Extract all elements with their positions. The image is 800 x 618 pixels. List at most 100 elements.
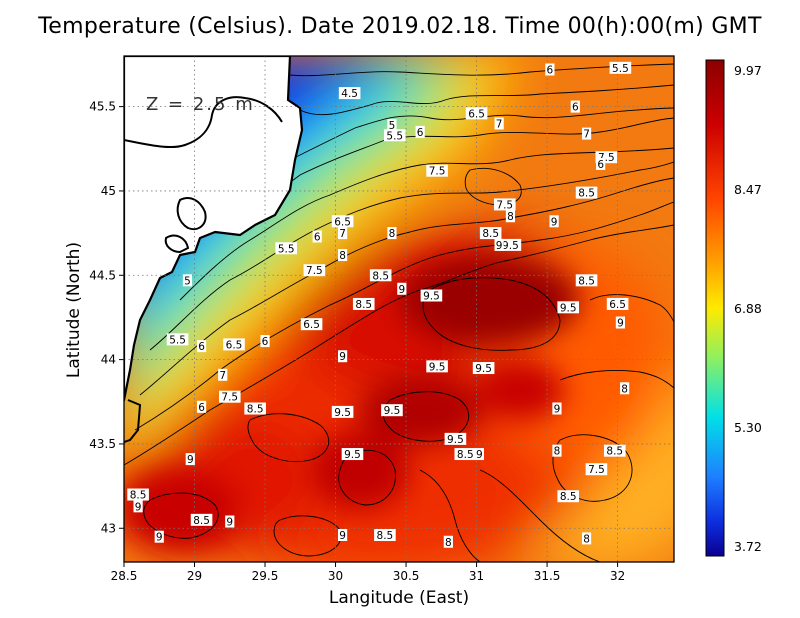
colorbar-tick-label: 5.30: [734, 420, 762, 435]
svg-text:8.5: 8.5: [372, 270, 389, 282]
plot-frame: [123, 55, 675, 563]
contour-label: 6: [196, 400, 207, 414]
svg-text:9.5: 9.5: [502, 240, 519, 252]
contour-label: 6: [570, 100, 580, 114]
contour-label: 9: [154, 530, 164, 544]
svg-text:9: 9: [339, 530, 346, 542]
contour-label: 7.5: [303, 264, 326, 277]
colorbar-ticks: 9.97 8.47 6.88 5.30 3.72: [734, 63, 762, 554]
svg-text:7: 7: [496, 118, 503, 130]
contour-label: 8.5: [369, 269, 392, 282]
contour-label: 8.5: [603, 444, 626, 458]
contour-label: 7: [494, 117, 504, 130]
svg-text:6.5: 6.5: [609, 299, 626, 311]
svg-text:6: 6: [597, 159, 604, 171]
svg-text:8.5: 8.5: [130, 490, 147, 502]
svg-text:8: 8: [554, 446, 561, 458]
x-tick-label: 32: [610, 569, 625, 583]
y-tick-label: 44: [101, 353, 116, 367]
svg-text:5.5: 5.5: [278, 243, 295, 255]
contour-label: 9: [552, 402, 562, 416]
svg-text:8.5: 8.5: [457, 449, 474, 461]
contour-label: 9: [494, 238, 504, 252]
x-axis: 28.5 29 29.5 30 30.5 31 31.5 32: [111, 562, 625, 583]
svg-text:7.5: 7.5: [221, 392, 238, 404]
contour-label: 9: [337, 529, 348, 542]
contour-label: 8.5: [127, 488, 149, 502]
colorbar-tick-label: 8.47: [734, 182, 762, 197]
contour-label: 5: [182, 274, 193, 287]
contour-label: 9.5: [472, 362, 495, 375]
contour-label: 7.5: [585, 463, 608, 476]
svg-text:9: 9: [551, 216, 558, 228]
isotherm-lines: [124, 63, 674, 562]
svg-text:7.5: 7.5: [429, 166, 446, 178]
svg-text:8.5: 8.5: [247, 404, 264, 416]
svg-text:9: 9: [617, 317, 624, 329]
svg-text:8: 8: [583, 533, 590, 545]
contour-label: 6: [596, 157, 606, 171]
svg-text:8.5: 8.5: [578, 188, 595, 200]
svg-text:9: 9: [187, 454, 194, 466]
svg-text:9.5: 9.5: [423, 291, 440, 303]
svg-text:8.5: 8.5: [193, 515, 210, 527]
svg-text:8.5: 8.5: [560, 491, 577, 503]
contour-label: 7.5: [493, 198, 516, 211]
contour-label: 9.5: [426, 360, 448, 373]
contour-label: 9.5: [557, 301, 580, 314]
contour-label: 8.5: [454, 448, 477, 461]
contour-label: 9: [225, 515, 235, 529]
x-tick-label: 31: [469, 569, 484, 583]
contour-label: 5.5: [166, 333, 189, 346]
svg-text:6: 6: [572, 102, 579, 114]
y-axis-title: Latitude (North): [64, 241, 84, 379]
contour-label: 8: [443, 535, 453, 549]
svg-text:9: 9: [398, 284, 405, 296]
contour-label: 8: [581, 532, 592, 545]
contour-label: 4.5: [338, 87, 361, 100]
contour-label: 8.5: [557, 490, 580, 503]
svg-text:9.5: 9.5: [560, 302, 577, 314]
contour-label: 6.5: [300, 318, 323, 331]
contour-label: 9.5: [499, 238, 522, 252]
contour-label: 8.5: [374, 529, 396, 542]
contour-label: 6.5: [331, 215, 354, 228]
contour-label: 7: [337, 227, 348, 240]
contour-label: 8: [552, 444, 562, 458]
contour-label: 9: [474, 448, 484, 461]
x-tick-label: 30: [328, 569, 343, 583]
svg-text:6.5: 6.5: [334, 216, 351, 228]
y-tick-label: 44.5: [89, 268, 116, 282]
contour-label: 8.5: [479, 227, 502, 240]
contour-label: 6.5: [465, 107, 488, 120]
colorbar-tick-label: 9.97: [734, 63, 762, 78]
svg-text:7: 7: [219, 370, 226, 382]
x-tick-label: 28.5: [111, 569, 138, 583]
svg-text:8: 8: [507, 211, 514, 223]
contour-label: 9.5: [444, 432, 467, 446]
contour-label: 8.5: [352, 297, 375, 311]
contour-label: 5.5: [609, 61, 632, 75]
contour-label: 8: [505, 210, 516, 223]
x-axis-title: Langitude (East): [328, 588, 470, 608]
contour-label: 8: [620, 382, 630, 395]
svg-text:7.5: 7.5: [588, 464, 605, 476]
depth-label: Z = 2.5 m: [146, 94, 255, 115]
contour-label: 9.5: [341, 448, 364, 461]
svg-text:9: 9: [554, 404, 561, 416]
contour-label: 9: [549, 215, 559, 228]
svg-text:8.5: 8.5: [377, 530, 394, 542]
svg-text:9: 9: [135, 501, 142, 513]
svg-text:6: 6: [417, 127, 424, 139]
svg-text:8: 8: [389, 228, 396, 240]
contour-label: 9.5: [381, 404, 403, 417]
x-tick-label: 30.5: [393, 569, 420, 583]
contour-label: 5: [387, 119, 397, 132]
contour-label: 9.5: [420, 289, 443, 303]
contour-label: 6: [260, 335, 270, 348]
x-tick-label: 29: [187, 569, 202, 583]
y-tick-label: 43.5: [89, 437, 116, 451]
svg-text:5.5: 5.5: [169, 334, 186, 346]
